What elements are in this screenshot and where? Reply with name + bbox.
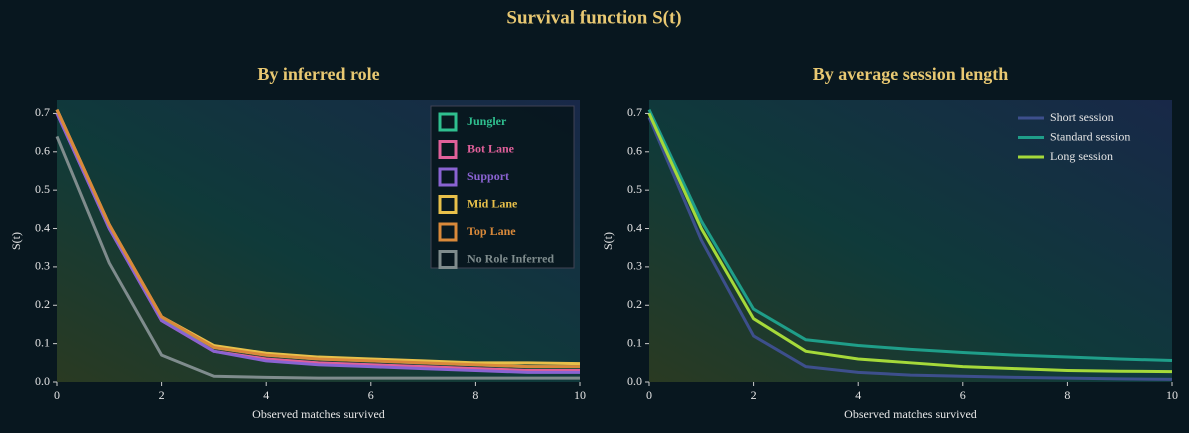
survival-line <box>55 112 580 374</box>
y-axis-label: S(t) <box>9 232 23 250</box>
legend-label: Standard session <box>1050 129 1130 143</box>
legend-label: Top Lane <box>467 224 516 238</box>
x-tick-label: 10 <box>1166 388 1178 402</box>
legend-label: Long session <box>1050 149 1113 163</box>
x-tick-label: 8 <box>472 388 478 402</box>
legend-label: Short session <box>1050 110 1114 124</box>
x-tick-label: 4 <box>263 388 269 402</box>
x-axis-label: Observed matches survived <box>252 407 385 421</box>
x-tick-label: 10 <box>574 388 586 402</box>
x-tick-label: 4 <box>855 388 861 402</box>
survival-line <box>647 112 1173 374</box>
x-tick-label: 2 <box>159 388 165 402</box>
subplot-title: By average session length <box>813 64 1009 84</box>
survival-line <box>647 108 1173 363</box>
y-tick-label: 0.2 <box>35 297 50 311</box>
y-tick-label: 0.3 <box>35 259 50 273</box>
y-tick-label: 0.5 <box>627 182 642 196</box>
y-tick-label: 0.3 <box>627 259 642 273</box>
y-tick-label: 0.4 <box>35 220 50 234</box>
y-tick-label: 0.0 <box>627 374 642 388</box>
y-tick-label: 0.4 <box>627 220 642 234</box>
x-axis-label: Observed matches survived <box>844 407 977 421</box>
x-tick-label: 6 <box>960 388 966 402</box>
y-tick-label: 0.1 <box>627 335 642 349</box>
x-tick-label: 8 <box>1064 388 1070 402</box>
legend-icon <box>438 195 458 214</box>
plot-area <box>649 100 1172 382</box>
y-tick-label: 0.1 <box>35 335 50 349</box>
survival-line <box>55 135 580 380</box>
y-tick-label: 0.5 <box>35 182 50 196</box>
legend-label: No Role Inferred <box>467 251 554 265</box>
y-axis-label: S(t) <box>601 232 615 250</box>
legend-icon <box>438 250 458 269</box>
y-tick-label: 0.6 <box>627 144 642 158</box>
legend-label: Mid Lane <box>467 196 518 210</box>
figure-title: Survival function S(t) <box>506 7 681 28</box>
legend-label: Jungler <box>467 114 507 128</box>
y-tick-label: 0.6 <box>35 144 50 158</box>
legend-icon <box>438 112 458 132</box>
survival-line <box>647 116 1173 381</box>
x-tick-label: 0 <box>646 388 652 402</box>
y-tick-label: 0.7 <box>35 105 50 119</box>
subplot-title: By inferred role <box>257 64 379 84</box>
survival-line <box>55 108 580 369</box>
legend-icon <box>438 222 458 242</box>
legend-label: Support <box>467 169 509 183</box>
y-tick-label: 0.7 <box>627 105 642 119</box>
y-tick-label: 0.2 <box>627 297 642 311</box>
legend-icon <box>438 140 458 159</box>
legend-label: Bot Lane <box>467 141 515 155</box>
legend-icon <box>438 167 458 187</box>
x-tick-label: 6 <box>368 388 374 402</box>
y-tick-label: 0.0 <box>35 374 50 388</box>
x-tick-label: 0 <box>54 388 60 402</box>
x-tick-label: 2 <box>751 388 757 402</box>
